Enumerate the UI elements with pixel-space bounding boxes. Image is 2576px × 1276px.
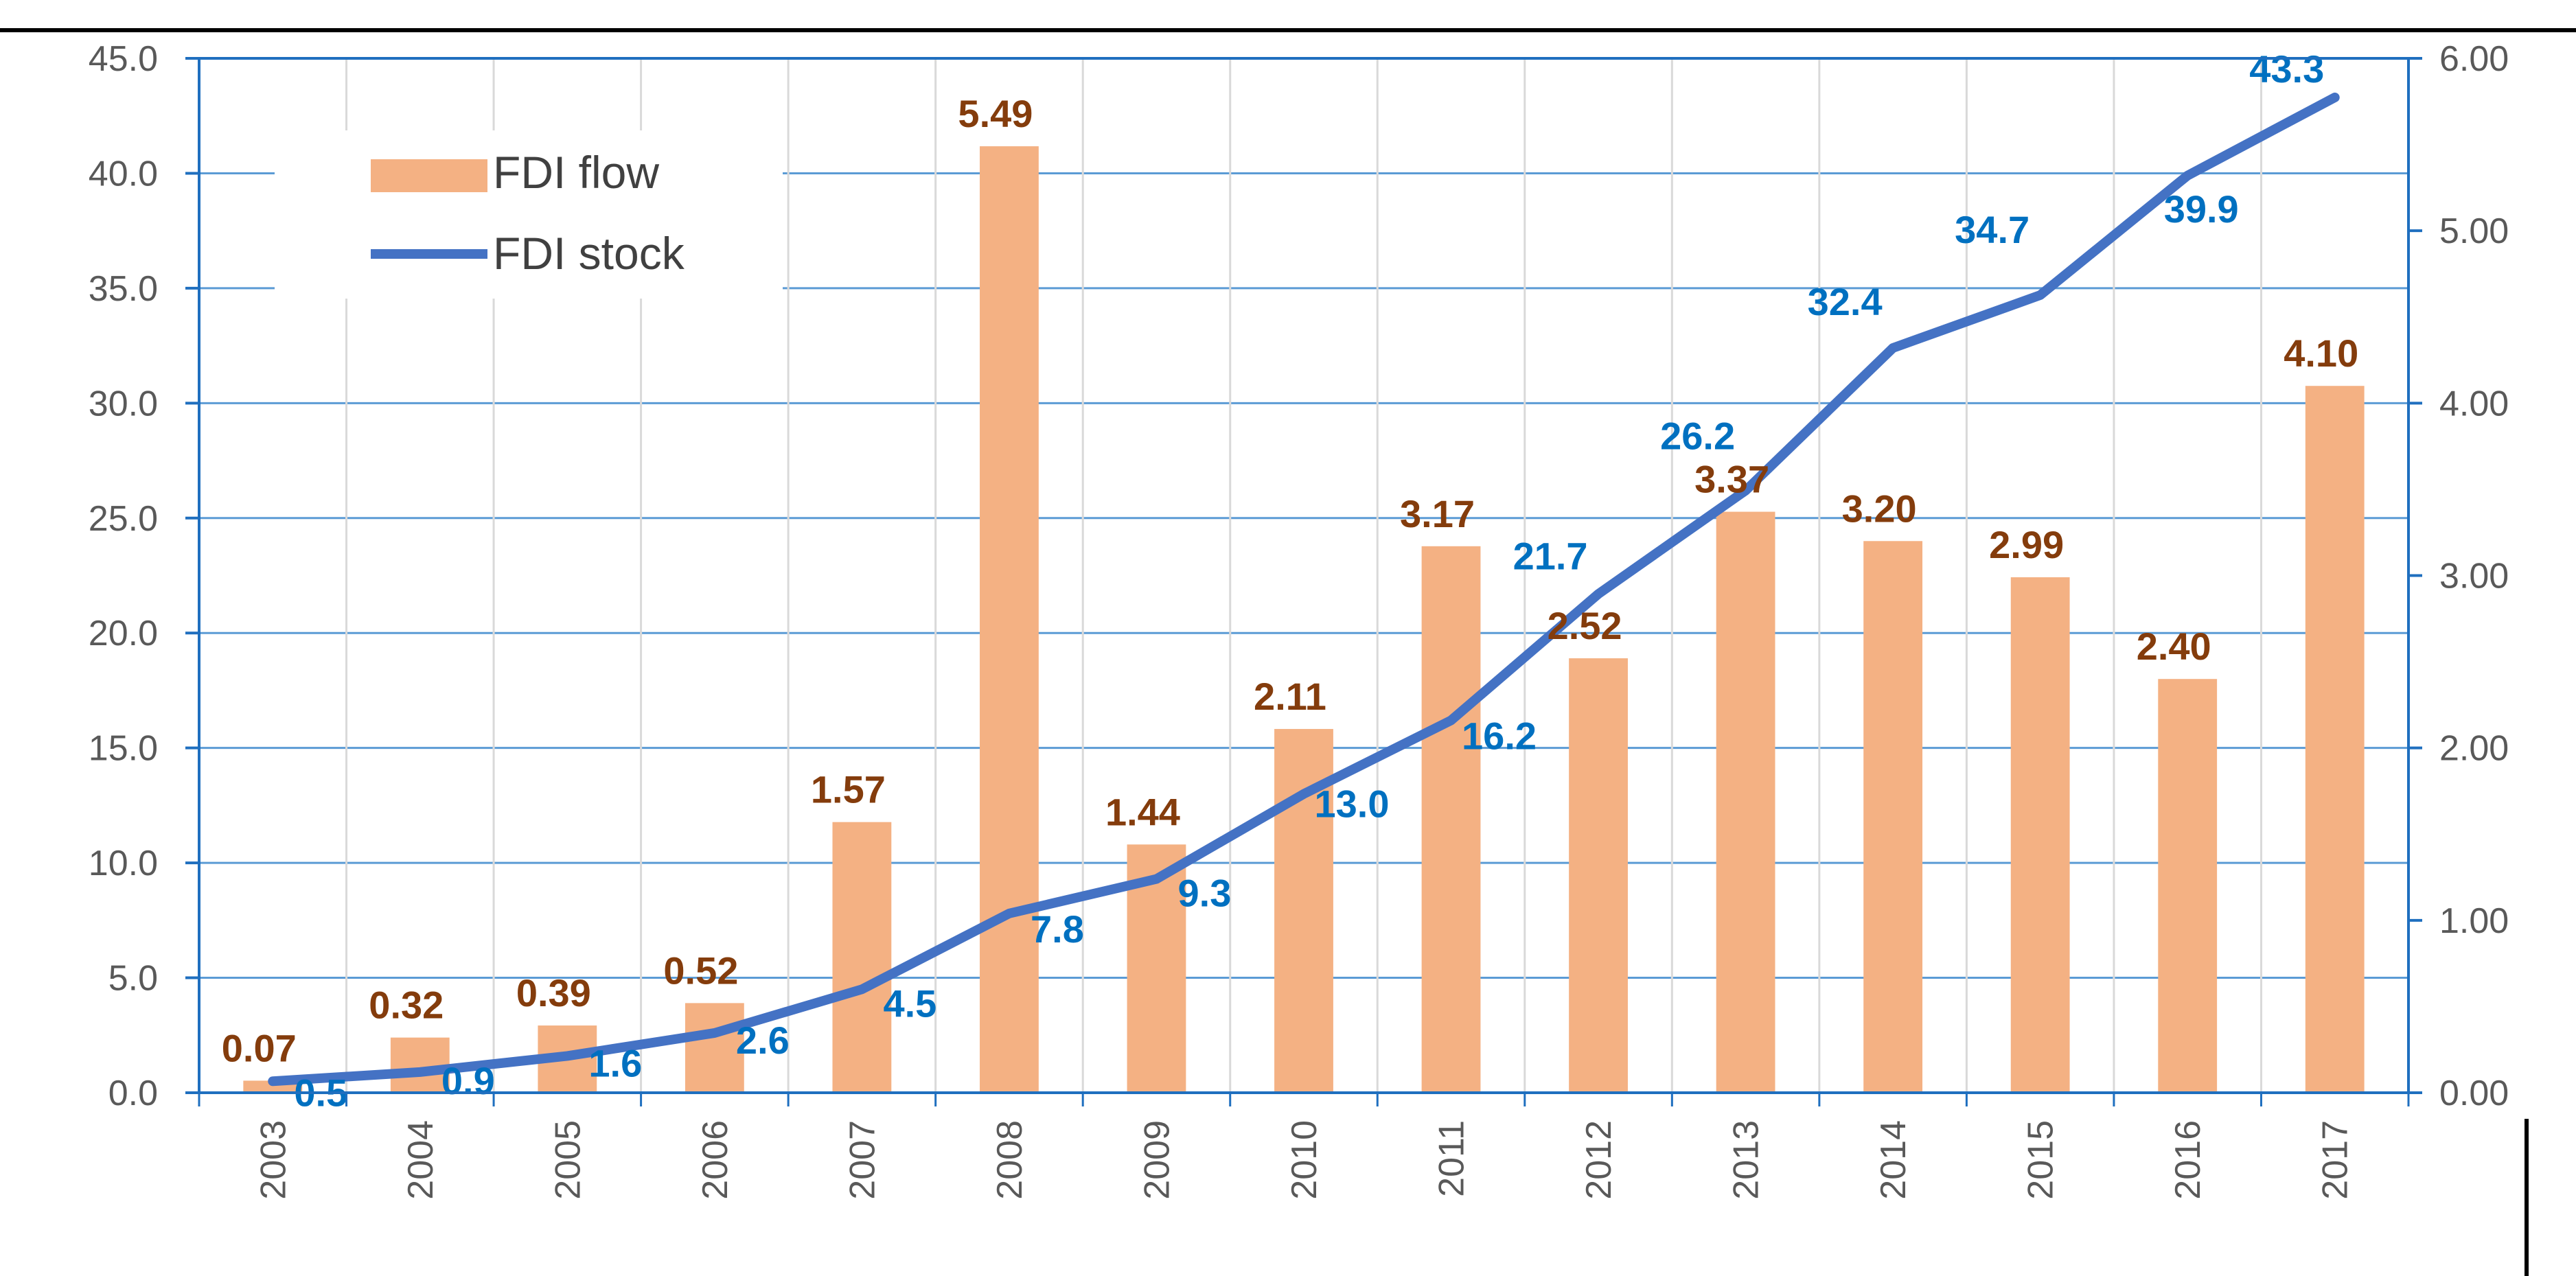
stock-data-label: 32.4	[1808, 280, 1883, 323]
y-left-tick-label: 35.0	[89, 269, 158, 309]
legend-background	[275, 130, 783, 299]
flow-data-label: 0.07	[222, 1026, 297, 1069]
flow-bar-2016	[2158, 679, 2218, 1093]
flow-data-label: 1.44	[1105, 790, 1180, 833]
flow-data-label: 0.39	[516, 971, 591, 1014]
stock-point-2004	[419, 1071, 421, 1073]
flow-data-label: 0.32	[369, 984, 444, 1027]
stock-point-2005	[566, 1055, 568, 1057]
legend: FDI flow FDI stock	[275, 130, 783, 299]
flow-bar-2012	[1569, 658, 1628, 1093]
stock-data-label: 16.2	[1462, 714, 1537, 757]
stock-data-label: 21.7	[1513, 534, 1588, 577]
stock-line-layer	[268, 92, 2340, 1087]
stock-point-2013	[1745, 489, 1747, 491]
x-tick-label: 2009	[1137, 1120, 1177, 1200]
y-left-tick-label: 5.0	[108, 959, 158, 999]
y-right-tick-label: 0.00	[2439, 1074, 2509, 1113]
y-left-tick-label: 10.0	[89, 844, 158, 883]
x-tick-label: 2012	[1579, 1120, 1619, 1200]
stock-point-2011	[1450, 719, 1452, 721]
x-tick-label: 2014	[1874, 1120, 1913, 1200]
legend-swatch-flow	[371, 159, 487, 192]
x-tick-label: 2015	[2021, 1120, 2061, 1200]
flow-bar-2011	[1421, 546, 1481, 1093]
flow-bar-2015	[2010, 577, 2070, 1093]
y-right-tick-label: 3.00	[2439, 557, 2509, 596]
stock-point-2014	[1892, 347, 1894, 349]
stock-point-2009	[1155, 878, 1158, 880]
flow-bar-2006	[685, 1003, 744, 1093]
flow-data-label: 3.17	[1400, 492, 1475, 535]
y-right-tick-label: 2.00	[2439, 729, 2509, 769]
stock-data-label: 34.7	[1955, 208, 2029, 251]
flow-data-label: 5.49	[958, 92, 1033, 135]
stock-data-label: 1.6	[588, 1041, 642, 1084]
stock-data-label: 26.2	[1660, 415, 1735, 458]
y-left-tick-label: 20.0	[89, 614, 158, 653]
x-tick-label: 2013	[1727, 1120, 1767, 1200]
x-tick-label: 2011	[1432, 1120, 1472, 1197]
flow-bar-2008	[980, 146, 1039, 1093]
stock-data-label: 4.5	[883, 982, 936, 1025]
flow-bar-2014	[1863, 541, 1923, 1093]
stock-data-label: 9.3	[1178, 872, 1232, 915]
stock-point-2010	[1303, 793, 1304, 795]
flow-data-label: 3.20	[1842, 487, 1917, 530]
stock-data-label: 7.8	[1031, 907, 1084, 951]
y-left-tick-label: 45.0	[89, 39, 158, 79]
axes: 0.0 5.0 10.0 15.0 20.0 25.0 30.0 35.0 40.0 45.0 0.…	[89, 39, 2509, 1200]
stock-point-2008	[1008, 912, 1010, 914]
x-tick-label: 2016	[2168, 1120, 2208, 1200]
stock-point-2003	[272, 1080, 274, 1082]
flow-data-label: 2.99	[1989, 523, 2064, 566]
x-tick-label: 2003	[253, 1120, 293, 1200]
stock-data-label: 39.9	[2164, 187, 2239, 231]
y-left-tick-label: 15.0	[89, 729, 158, 769]
flow-data-label: 2.40	[2137, 625, 2211, 668]
y-left-tick-label: 40.0	[89, 154, 158, 194]
y-right-tick-label: 1.00	[2439, 901, 2509, 941]
flow-bar-2017	[2305, 386, 2365, 1093]
y-right-tick-label: 6.00	[2439, 39, 2509, 79]
x-tick-label: 2010	[1285, 1120, 1324, 1200]
stock-data-label: 43.3	[2249, 47, 2324, 91]
flow-data-label: 0.52	[663, 949, 738, 992]
flow-data-label: 3.37	[1694, 458, 1769, 501]
y-left-tick-label: 30.0	[89, 384, 158, 424]
stock-data-label: 13.0	[1315, 782, 1390, 826]
stock-point-2012	[1598, 593, 1600, 595]
x-tick-label: 2008	[990, 1120, 1030, 1200]
x-tick-label: 2005	[548, 1120, 588, 1200]
plot-area-border	[198, 57, 2410, 1094]
stock-data-label: 0.9	[441, 1059, 495, 1102]
stock-point-2016	[2187, 174, 2189, 176]
flow-data-label: 2.52	[1548, 604, 1622, 647]
legend-label-flow: FDI flow	[493, 147, 659, 198]
stock-point-2006	[713, 1032, 715, 1034]
flow-data-label: 4.10	[2284, 332, 2358, 375]
data-labels: 0.07 0.32 0.39 0.52 1.57 5.49 1.44 2.11 3.17 2.52…	[222, 47, 2358, 1114]
flow-data-label: 1.57	[811, 768, 886, 811]
flow-data-label: 2.11	[1254, 675, 1326, 718]
y-left-tick-label: 25.0	[89, 499, 158, 539]
x-tick-label: 2004	[401, 1120, 441, 1200]
flow-bar-2013	[1716, 511, 1775, 1093]
y-left-tick-label: 0.0	[108, 1074, 158, 1113]
stock-point-2007	[861, 988, 863, 990]
stock-point-2017	[2334, 96, 2336, 98]
stock-data-label: 2.6	[736, 1019, 790, 1062]
flow-bar-2007	[832, 822, 892, 1093]
y-right-tick-label: 4.00	[2439, 384, 2509, 424]
x-tick-label: 2007	[842, 1120, 882, 1200]
legend-label-stock: FDI stock	[493, 228, 685, 279]
stock-point-2015	[2039, 294, 2041, 296]
x-tick-label: 2006	[695, 1120, 735, 1200]
y-right-tick-label: 5.00	[2439, 211, 2509, 251]
x-tick-label: 2017	[2316, 1120, 2356, 1200]
